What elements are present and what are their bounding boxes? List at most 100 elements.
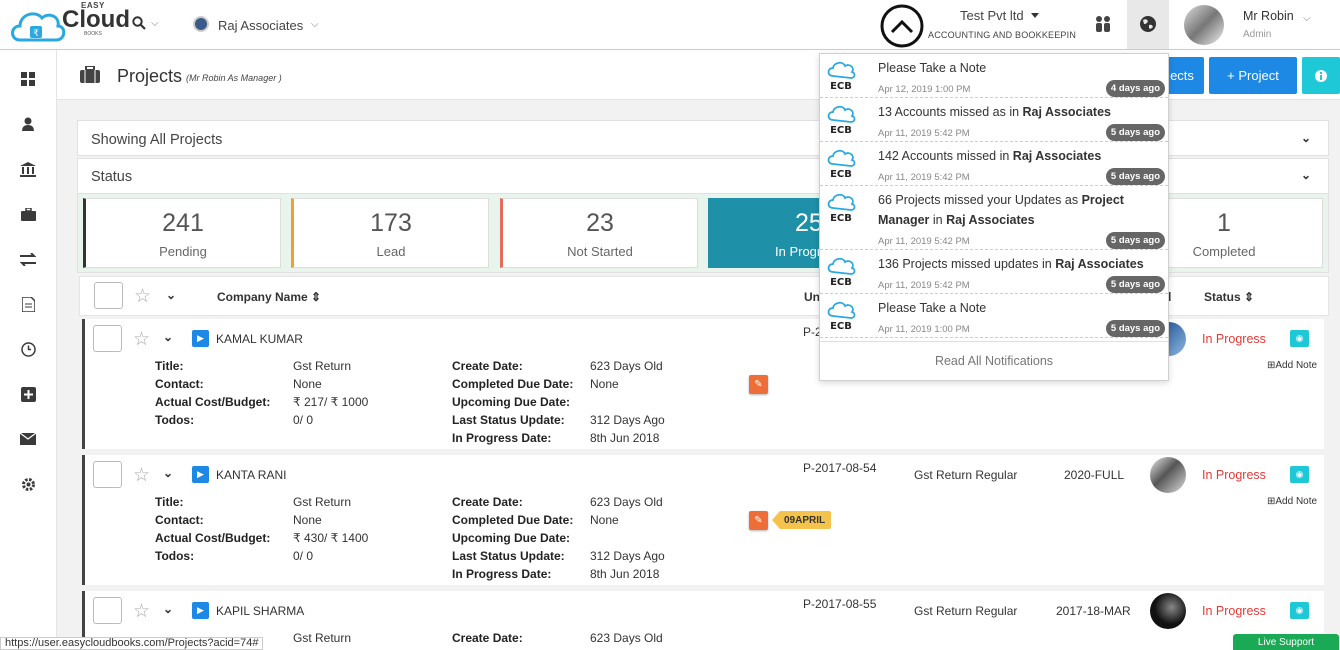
notification-item[interactable]: ECB 142 Accounts missed in Raj Associate… [820,142,1168,186]
document-icon[interactable] [18,294,38,314]
company-name[interactable]: KANTA RANI [216,468,287,482]
stat-not-started-num: 23 [586,209,614,237]
col-unit[interactable]: Uni [804,290,824,304]
add-project-button[interactable]: + Project [1209,57,1297,94]
eye-icon[interactable]: ◉ [1290,602,1309,619]
clock-icon[interactable] [18,339,38,359]
row-expand-chevron-icon[interactable]: ⌄ [163,330,174,344]
label-upcoming-due: Upcoming Due Date: [452,395,571,409]
value-create: 623 Days Old [590,359,663,373]
period-label: 2017-18-MAR [1056,604,1131,618]
row-checkbox[interactable] [93,461,122,488]
value-todos: 0/ 0 [293,549,314,563]
user-icon[interactable] [18,114,38,134]
search-chevron-down-icon[interactable]: ⌵ [151,18,159,29]
notification-badge: 5 days ago [1105,168,1165,185]
showing-chevron-icon[interactable]: ⌄ [1301,131,1312,145]
row-checkbox[interactable] [93,597,122,624]
manager-avatar[interactable] [1166,322,1186,356]
row-expand-chevron-icon[interactable]: ⌄ [163,466,174,480]
ecb-logo-icon: ECB [827,301,856,330]
users-icon[interactable] [1093,15,1113,36]
mail-icon[interactable] [18,429,38,449]
col-company-name[interactable]: Company Name ⇕ [217,290,322,304]
eye-icon[interactable]: ◉ [1290,330,1309,347]
manager-avatar[interactable] [1150,457,1186,493]
notification-item[interactable]: ECB 66 Projects missed your Updates as P… [820,186,1168,250]
play-icon[interactable]: ▶ [192,330,209,347]
user-name[interactable]: Mr Robin [1243,9,1294,23]
search-icon[interactable] [132,16,146,34]
sidebar [0,50,57,650]
bank-icon[interactable] [18,159,38,179]
date-tag[interactable]: 09APRIL [772,511,832,529]
notification-item[interactable]: ECB 136 Projects missed updates in Raj A… [820,250,1168,294]
stat-not-started[interactable]: 23 Not Started [500,198,698,268]
stat-lead[interactable]: 173 Lead [291,198,489,268]
row-star-icon[interactable]: ☆ [133,465,151,486]
label-title: Title: [155,359,184,373]
wrench-icon[interactable]: ✎ [749,375,768,394]
ecb-logo-icon: ECB [827,105,856,134]
stat-in-progress[interactable]: 25 In Progr [708,198,838,268]
add-project-label: + Project [1227,68,1279,83]
firm-subtitle: ACCOUNTING AND BOOKKEEPIN [928,30,1077,40]
live-support-button[interactable]: Live Support [1233,634,1339,650]
notification-text: Please Take a Note [878,61,987,75]
table-row [82,455,1324,585]
cloud-logo-icon[interactable]: ₹ [8,4,66,44]
gear-icon[interactable] [18,474,38,494]
svg-text:ECB: ECB [830,81,852,90]
notification-item[interactable]: ECB Please Take a Note Apr 12, 2019 1:00… [820,54,1168,98]
company-avatar-icon [193,16,209,32]
company-name[interactable]: KAMAL KUMAR [216,332,303,346]
svg-text:ECB: ECB [830,277,852,286]
row-star-icon[interactable]: ☆ [133,601,151,622]
label-contact: Contact: [155,513,204,527]
notification-badge: 5 days ago [1105,232,1165,249]
firm-logo-icon [880,4,924,48]
info-icon [1315,69,1327,82]
star-icon[interactable]: ☆ [134,286,152,307]
header-chevron-down-icon[interactable]: ⌄ [166,288,177,302]
value-create: 623 Days Old [590,495,663,509]
briefcase-icon[interactable] [18,204,38,224]
top-header: ₹ EASY Cloud BOOKS ⌵ Raj Associates ⌵ Te… [0,0,1340,50]
value-title: Gst Return [293,359,352,373]
add-note-link[interactable]: ⊞Add Note [1267,360,1318,371]
label-last-status: Last Status Update: [452,413,565,427]
row-expand-chevron-icon[interactable]: ⌄ [163,602,174,616]
manager-avatar[interactable] [1150,593,1186,629]
status-chevron-icon[interactable]: ⌄ [1301,168,1312,182]
info-button[interactable] [1302,57,1340,94]
page-title: Projects [117,66,183,86]
dashboard-icon[interactable] [18,69,38,89]
stat-pending[interactable]: 241 Pending [83,198,281,268]
company-select[interactable]: Raj Associates [218,18,304,33]
notification-date: Apr 11, 2019 5:42 PM [878,172,970,183]
user-chevron-down-icon[interactable]: ⌵ [1303,13,1311,24]
stat-completed-num: 1 [1217,209,1231,237]
company-name[interactable]: KAPIL SHARMA [216,604,305,618]
read-all-notifications-link[interactable]: Read All Notifications [934,354,1054,368]
notification-item[interactable]: ECB 13 Accounts missed as in Raj Associa… [820,98,1168,142]
firm-name[interactable]: Test Pvt ltd [960,8,1024,23]
add-note-link[interactable]: ⊞Add Note [1267,496,1318,507]
row-star-icon[interactable]: ☆ [133,329,151,350]
project-code: P-2017-08-54 [803,461,877,475]
company-chevron-down-icon[interactable]: ⌵ [311,19,319,30]
plus-square-icon[interactable] [18,384,38,404]
play-icon[interactable]: ▶ [192,602,209,619]
select-all-checkbox[interactable] [94,282,123,309]
ecb-logo-icon: ECB [827,257,856,286]
eye-icon[interactable]: ◉ [1290,466,1309,483]
play-icon[interactable]: ▶ [192,466,209,483]
notification-item[interactable]: ECB Please Take a Note Apr 11, 2019 1:00… [820,294,1168,338]
transfer-icon[interactable] [18,249,38,269]
user-avatar[interactable] [1184,5,1224,45]
row-checkbox[interactable] [93,325,122,352]
wrench-icon[interactable]: ✎ [749,511,768,530]
col-status[interactable]: Status ⇕ [1204,290,1255,304]
firm-caret-icon[interactable] [1031,13,1039,18]
notifications-toggle[interactable] [1127,0,1169,49]
